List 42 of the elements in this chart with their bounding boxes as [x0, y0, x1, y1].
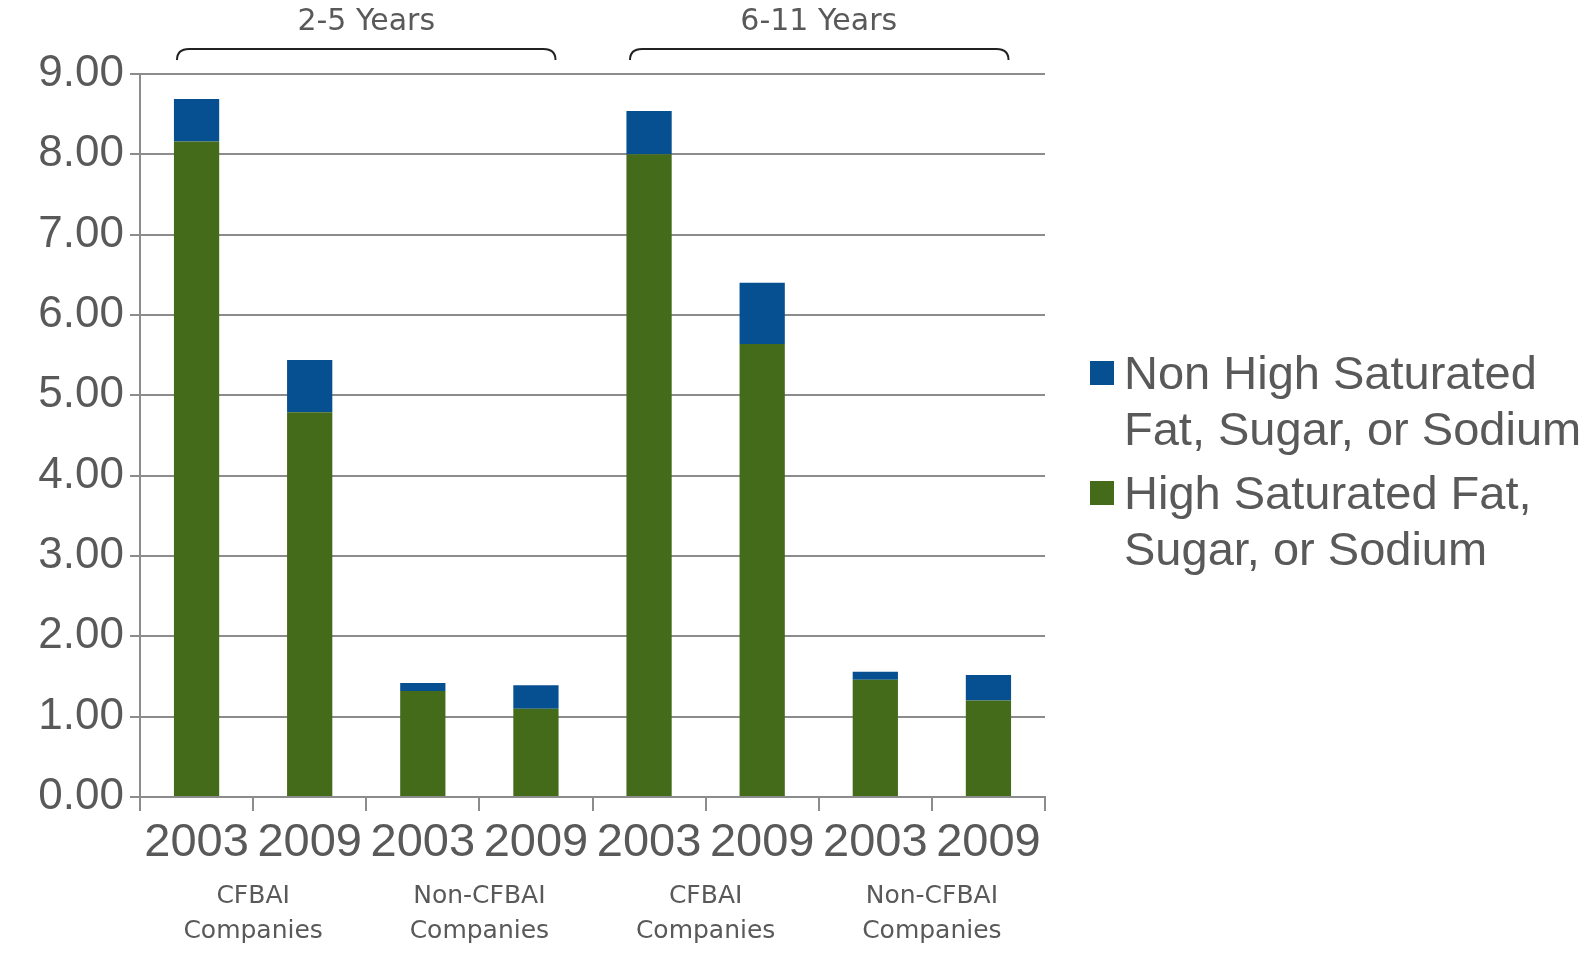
y-tick-label: 6.00 — [38, 287, 124, 337]
x-tick-label: 2009 — [936, 813, 1041, 867]
legend-label: High Saturated Fat, Sugar, or Sodium — [1124, 465, 1533, 577]
y-tick-label: 0.00 — [38, 769, 124, 819]
y-tick-label: 2.00 — [38, 608, 124, 658]
bar — [287, 412, 333, 796]
y-tick-label: 9.00 — [38, 46, 124, 96]
legend-label: Non High Saturated Fat, Sugar, or Sodium — [1124, 345, 1583, 457]
y-tick-label: 5.00 — [38, 367, 124, 417]
x-tick-label: 2003 — [823, 813, 928, 867]
bar — [626, 110, 672, 155]
y-tick-label: 8.00 — [38, 126, 124, 176]
text: CFBAI Companies — [183, 879, 323, 946]
bar — [513, 685, 559, 709]
bar — [965, 700, 1012, 796]
bar — [739, 343, 785, 796]
bar — [852, 671, 898, 680]
bar — [287, 359, 333, 413]
x-tick-label: 2009 — [483, 813, 589, 867]
y-tick-label: 7.00 — [38, 206, 124, 256]
bar — [400, 690, 446, 796]
x-tick-label: 2009 — [709, 813, 815, 867]
bar — [513, 708, 559, 796]
x-tick-label: 2003 — [370, 813, 476, 867]
text: 2-5 Years — [297, 2, 436, 37]
y-tick-label: 3.00 — [38, 528, 124, 578]
y-tick-label: 1.00 — [38, 688, 124, 738]
text: Non-CFBAI Companies — [409, 879, 550, 946]
bar — [173, 141, 220, 796]
text: CFBAI Companies — [635, 879, 776, 946]
bar — [173, 98, 220, 142]
x-tick-label: 2003 — [596, 813, 702, 867]
bar — [400, 682, 446, 691]
bar — [965, 674, 1012, 701]
y-tick-label: 4.00 — [38, 447, 124, 497]
x-tick-label: 2003 — [144, 813, 249, 867]
x-tick-label: 2009 — [257, 813, 362, 867]
bar — [852, 679, 898, 796]
text: 6-11 Years — [740, 2, 898, 37]
bar — [626, 154, 672, 796]
bar — [739, 282, 785, 344]
text: Non-CFBAI Companies — [862, 879, 1002, 946]
